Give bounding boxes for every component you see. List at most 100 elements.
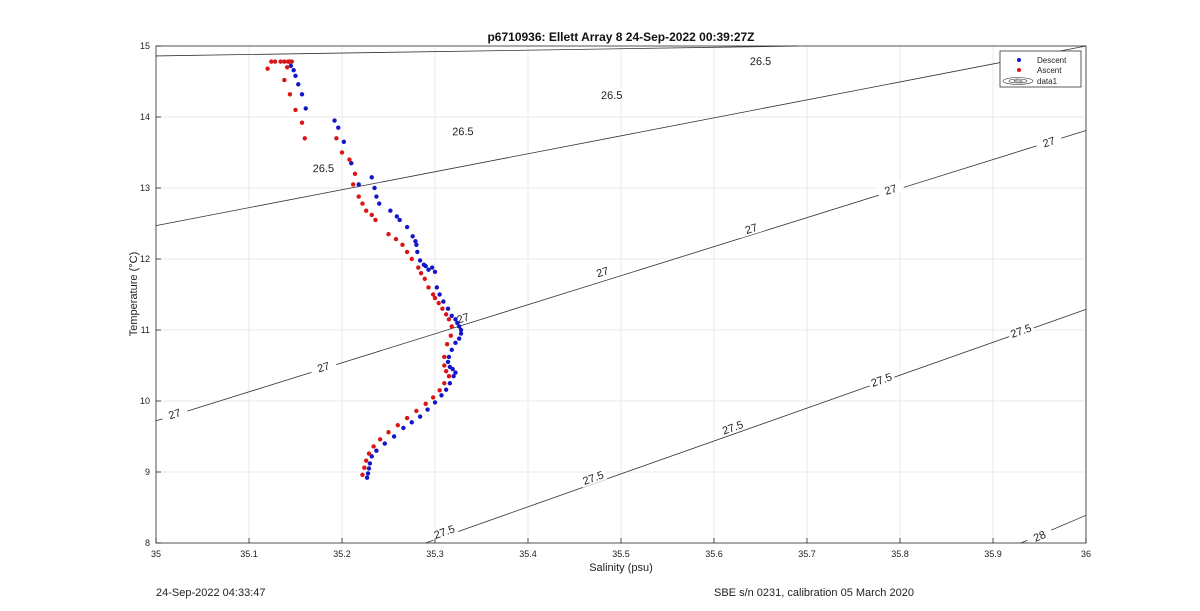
ascent-point [442,381,447,386]
x-tick-label: 35.6 [705,549,723,559]
descent-point [443,387,449,392]
descent-point [401,425,406,431]
descent-point [366,466,372,471]
ascent-point [287,92,293,97]
contour-label-bg [737,218,766,239]
contour-label-bg [588,262,617,282]
descent-point [430,265,435,270]
descent-point [369,454,374,459]
ascent-point [386,430,391,435]
descent-point [426,267,431,272]
footer-timestamp: 24-Sep-2022 04:33:47 [156,587,266,599]
legend-contour-icon [1002,77,1034,85]
descent-point [332,118,337,123]
descent-point [364,475,370,480]
contour-label: 26.5 [750,56,772,68]
descent-point [409,420,414,425]
x-tick-label: 35.2 [333,549,351,559]
contour-label: 26.5 [601,90,623,102]
descent-point [415,249,420,255]
descent-point [336,125,341,130]
contour-label-bg [310,161,337,175]
descent-point [417,414,423,419]
contour-label-bg [449,124,476,138]
descent-point [410,234,415,239]
ascent-point [265,66,270,71]
series-ascent [265,59,454,478]
chart-title: p6710936: Ellett Array 8 24-Sep-2022 00:… [487,30,754,44]
ascent-point [302,136,307,141]
ascent-point [334,136,339,141]
ascent-point [282,59,287,64]
descent-point [374,194,379,199]
ascent-point [278,59,283,64]
ascent-point [363,458,369,463]
descent-point [447,381,453,386]
ascent-point [299,120,305,125]
series-descent [286,59,464,480]
contour-label-bg [1006,320,1036,341]
descent-point [432,269,438,274]
x-tick-label: 35 [151,549,161,559]
y-tick-label: 8 [145,538,150,548]
descent-point [397,217,402,223]
grid-lines [156,46,1086,543]
contour-label: 27 [1041,135,1056,150]
ascent-point [395,422,400,428]
contour-label: 28 [1032,529,1048,545]
contour-label-bg [578,467,608,488]
descent-point [458,331,464,336]
descent-point [453,370,458,375]
ascent-point [356,194,361,199]
ascent-point [449,324,454,329]
ascent-point [360,201,365,206]
descent-point [293,73,298,79]
ascent-point [362,465,367,470]
ascent-point [448,333,454,338]
ascent-point [426,285,431,290]
ascent-point [414,408,419,414]
descent-point [449,347,454,353]
legend-marker-ascent [1017,68,1021,72]
descent-point [449,313,454,318]
descent-point [288,63,294,69]
descent-point [367,461,373,466]
contour-label: 26.5 [313,163,335,175]
ascent-point [437,388,442,393]
ascent-point [360,472,365,478]
descent-point [451,373,456,379]
contour-label-bg [876,179,905,200]
descent-point [456,336,462,341]
descent-point [417,258,423,263]
x-tick-label: 36 [1081,549,1091,559]
descent-point [369,175,374,180]
descent-point [349,160,354,166]
y-axis-label: Temperature (°C) [128,252,140,336]
ascent-point [339,150,345,155]
legend-label-descent: Descent [1037,56,1067,65]
ascent-point [284,65,290,70]
y-tick-label: 10 [140,396,150,406]
x-tick-label: 35.1 [240,549,258,559]
descent-point [296,82,301,87]
y-axis-ticks: 8 9 10 11 12 13 14 15 [140,41,161,548]
ascent-point [347,157,352,162]
ascent-point [293,107,298,113]
descent-point [388,208,393,213]
contour-label-bg [430,521,459,542]
x-tick-label: 35.7 [798,549,816,559]
descent-point [356,182,361,187]
x-tick-label: 35.9 [984,549,1002,559]
descent-point [445,359,451,365]
descent-point [455,320,460,326]
contour-label-bg [1034,132,1063,152]
ascent-point [418,271,424,276]
contour-label-bg [867,369,896,390]
contour-line-26-5 [155,45,798,57]
x-tick-label: 35.3 [426,549,444,559]
ascent-point [442,363,447,368]
ascent-point [416,265,421,270]
x-axis-ticks: 35 35.1 35.2 35.3 35.4 35.5 35.6 35.7 35.8 35.9 36 [151,538,1091,559]
ascent-point [377,437,383,442]
